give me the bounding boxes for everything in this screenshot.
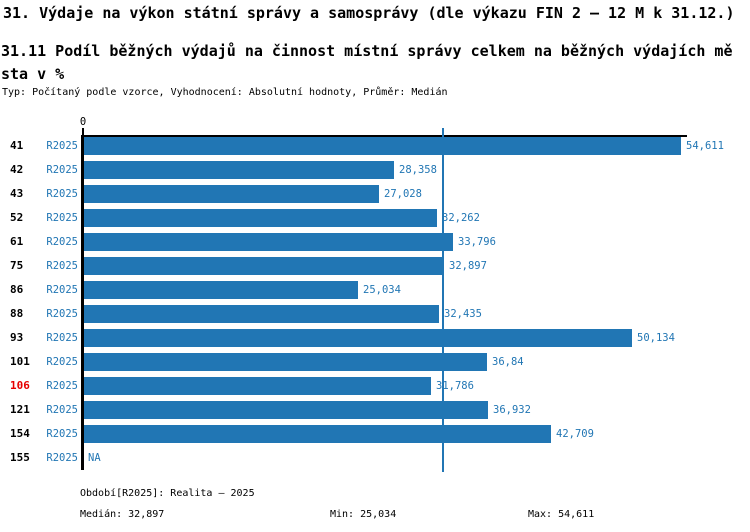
row-value-label: 28,358 [399,164,437,176]
row-period-label: R2025 [46,164,78,176]
row-value-label: 32,897 [449,260,487,272]
x-axis-line [81,135,687,137]
row-period-label: R2025 [46,188,78,200]
row-bar [84,257,444,275]
footer-max-label: Max: 54,611 [528,509,595,520]
row-value-label: 42,709 [556,428,594,440]
row-value-label: 54,611 [686,140,724,152]
row-value-label: 36,84 [492,356,524,368]
row-value-label: 32,435 [444,308,482,320]
row-na-label: NA [88,452,101,464]
footer-min-label: Min: 25,034 [330,509,397,520]
row-period-label: R2025 [46,356,78,368]
row-period-label: R2025 [46,212,78,224]
page-title: 31. Výdaje na výkon státní správy a samo… [3,4,735,22]
row-bar [84,281,358,299]
footer-median-label: Medián: 32,897 [80,509,165,520]
row-id-label: 101 [10,355,30,368]
row-value-label: 50,134 [637,332,675,344]
row-id-label: 52 [10,211,24,224]
row-period-label: R2025 [46,452,78,464]
row-period-label: R2025 [46,428,78,440]
row-period-label: R2025 [46,260,78,272]
row-value-label: 27,028 [384,188,422,200]
row-bar [84,137,681,155]
x-axis-zero-tick [82,128,84,136]
row-id-label: 154 [10,427,30,440]
row-id-label: 61 [10,235,24,248]
row-bar [84,209,437,227]
row-id-label: 75 [10,259,24,272]
row-period-label: R2025 [46,236,78,248]
indicator-subtitle-line1: 31.11 Podíl běžných výdajů na činnost mí… [1,42,733,60]
row-id-label: 155 [10,451,30,464]
row-period-label: R2025 [46,308,78,320]
row-bar [84,329,632,347]
row-bar [84,377,431,395]
row-bar [84,353,487,371]
row-value-label: 33,796 [458,236,496,248]
row-period-label: R2025 [46,404,78,416]
indicator-subtitle-line2: sta v % [1,65,65,83]
row-id-label: 41 [10,139,24,152]
row-bar [84,305,439,323]
row-bar [84,401,488,419]
row-id-label: 88 [10,307,24,320]
median-line [442,128,444,472]
y-axis-line [81,135,84,470]
row-period-label: R2025 [46,140,78,152]
row-id-label: 43 [10,187,24,200]
row-bar [84,161,394,179]
row-bar [84,185,379,203]
x-axis-zero-label: 0 [79,116,87,128]
row-bar [84,425,551,443]
row-period-label: R2025 [46,332,78,344]
row-id-label: 121 [10,403,30,416]
row-bar [84,233,453,251]
row-id-label: 93 [10,331,24,344]
row-period-label: R2025 [46,380,78,392]
row-value-label: 32,262 [442,212,480,224]
row-value-label: 36,932 [493,404,531,416]
row-id-label: 86 [10,283,24,296]
row-value-label: 31,786 [436,380,474,392]
row-value-label: 25,034 [363,284,401,296]
row-id-label: 42 [10,163,24,176]
row-period-label: R2025 [46,284,78,296]
footer-period-label: Období[R2025]: Realita – 2025 [80,488,255,499]
indicator-meta-line: Typ: Počítaný podle vzorce, Vyhodnocení:… [2,87,448,98]
row-id-label: 106 [10,379,30,392]
